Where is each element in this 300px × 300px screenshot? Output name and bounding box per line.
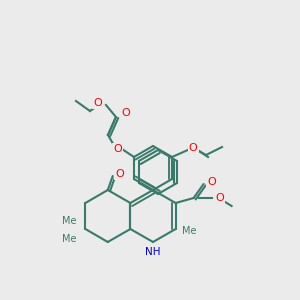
Text: O: O: [122, 108, 130, 118]
Text: Me: Me: [62, 216, 77, 226]
Text: O: O: [207, 177, 216, 187]
Text: Me: Me: [62, 234, 77, 244]
Text: O: O: [215, 193, 224, 203]
Text: O: O: [189, 143, 197, 153]
Text: O: O: [94, 98, 102, 108]
Text: O: O: [114, 144, 122, 154]
Text: O: O: [116, 169, 124, 179]
Text: NH: NH: [145, 247, 161, 257]
Text: Me: Me: [182, 226, 197, 236]
